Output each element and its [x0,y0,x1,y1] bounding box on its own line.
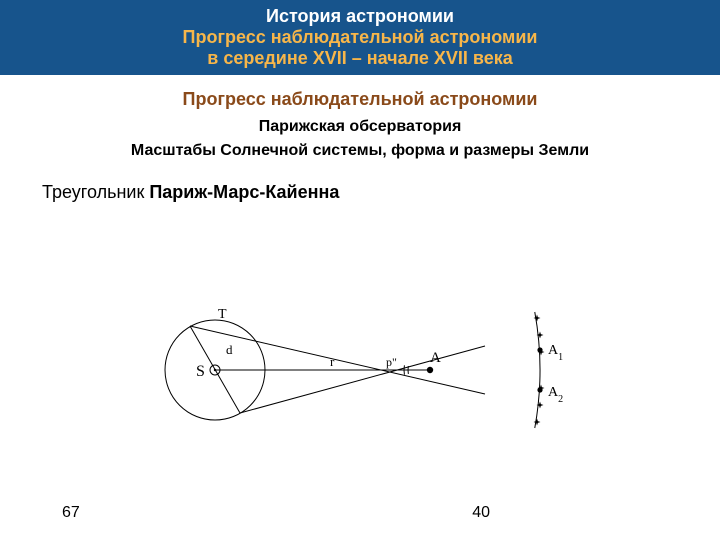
svg-text:A2: A2 [548,385,563,405]
title-banner: История астрономии Прогресс наблюдательн… [0,0,720,75]
svg-text:r: r [330,354,335,369]
svg-text:p": p" [386,355,397,369]
svg-text:A1: A1 [548,343,563,363]
svg-text:d: d [226,342,233,357]
svg-text:A: A [430,350,441,366]
page-number-left: 67 [62,504,80,522]
subtitle-scales: Масштабы Солнечной системы, форма и разм… [0,142,720,160]
triangle-bold: Париж-Марс-Кайенна [149,182,339,202]
subtitle-progress: Прогресс наблюдательной астрономии [0,89,720,110]
banner-line-3: в середине XVII – начале XVII века [0,48,720,69]
svg-text:S: S [196,363,205,380]
banner-line-1: История астрономии [0,6,720,27]
subtitle-observatory: Парижская обсерватория [0,118,720,136]
parallax-diagram: T Sd r p" A A1 A2 [130,280,590,460]
banner-line-2: Прогресс наблюдательной астрономии [0,27,720,48]
triangle-line: Треугольник Париж-Марс-Кайенна [42,182,720,203]
triangle-prefix: Треугольник [42,182,149,202]
svg-text:T: T [218,307,227,322]
page-number-right: 40 [472,504,490,522]
